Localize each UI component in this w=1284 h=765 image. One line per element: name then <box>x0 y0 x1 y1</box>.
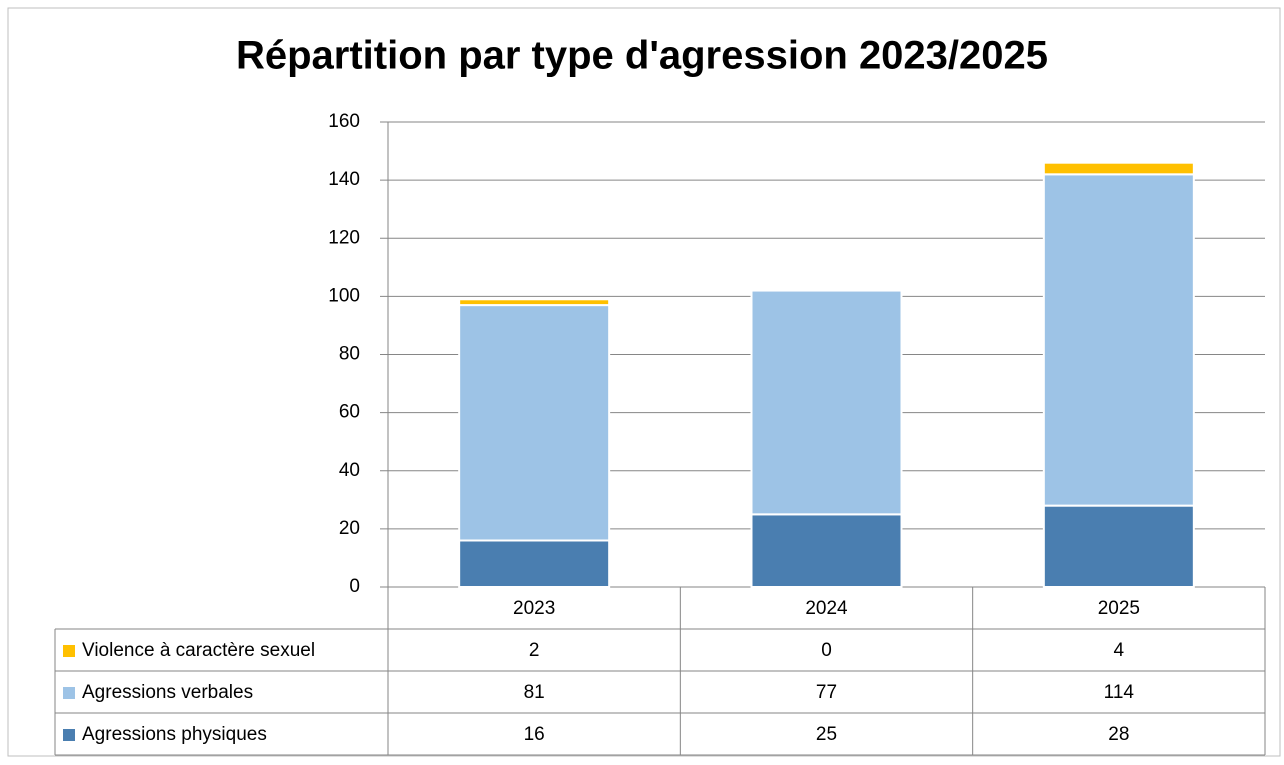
table-value: 77 <box>816 682 837 703</box>
y-tick-label: 80 <box>339 344 360 365</box>
x-tick-label: 2025 <box>1098 598 1140 619</box>
bar-segment <box>1042 161 1195 176</box>
legend-key <box>63 729 75 741</box>
y-tick-label: 120 <box>328 227 360 248</box>
table-value: 81 <box>524 682 545 703</box>
table-value: 2 <box>529 640 540 661</box>
table-value: 0 <box>821 640 832 661</box>
x-tick-label: 2024 <box>805 598 848 619</box>
y-tick-label: 60 <box>339 402 360 423</box>
bar-segment <box>458 304 611 542</box>
legend-key <box>63 645 75 657</box>
y-tick-label: 20 <box>339 518 360 539</box>
bar-segment <box>1042 504 1195 588</box>
y-tick-label: 0 <box>349 576 360 597</box>
legend-label: Agressions physiques <box>82 724 267 745</box>
bar-segment <box>750 513 903 588</box>
bar-segment <box>1042 173 1195 507</box>
chart-title: Répartition par type d'agression 2023/20… <box>236 34 1048 78</box>
legend-label: Violence à caractère sexuel <box>82 640 315 661</box>
table-value: 114 <box>1104 682 1135 703</box>
table-value: 4 <box>1114 640 1125 661</box>
bar-segment <box>458 539 611 588</box>
legend-key <box>63 687 75 699</box>
y-tick-label: 100 <box>328 285 360 306</box>
x-tick-label: 2023 <box>513 598 555 619</box>
y-tick-label: 140 <box>328 169 360 190</box>
table-value: 28 <box>1108 724 1129 745</box>
table-value: 25 <box>816 724 837 745</box>
bar-segment <box>750 289 903 516</box>
y-tick-label: 160 <box>328 111 360 132</box>
bar-segment <box>458 298 611 307</box>
table-value: 16 <box>524 724 545 745</box>
chart-border <box>7 7 1281 757</box>
legend-label: Agressions verbales <box>82 682 253 703</box>
y-tick-label: 40 <box>339 460 360 481</box>
